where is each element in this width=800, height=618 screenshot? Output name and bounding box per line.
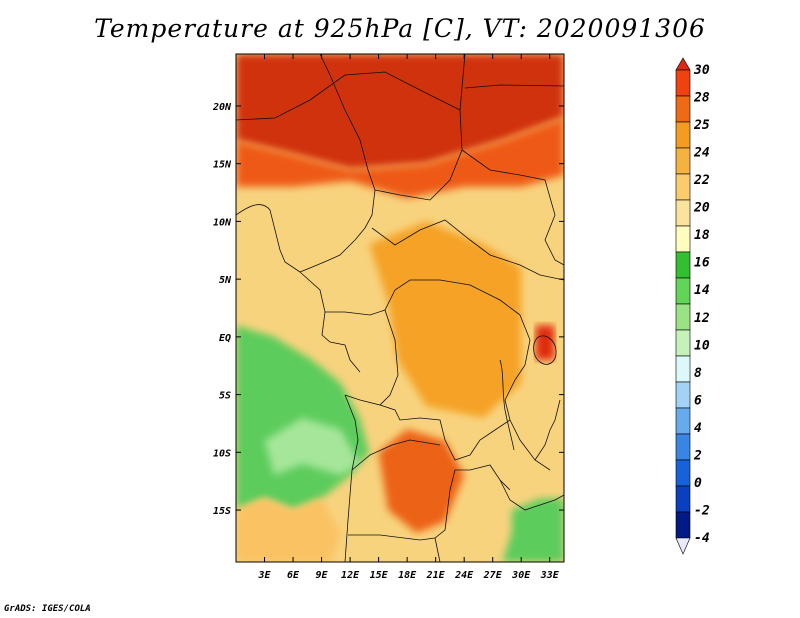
colorbar-label: 4 — [694, 421, 702, 436]
colorbar-label: 24 — [693, 146, 710, 161]
colorbar-label: 10 — [694, 338, 710, 353]
colorbar-label: 28 — [693, 91, 710, 106]
colorbar-cell — [675, 355, 691, 383]
border-line — [321, 311, 361, 373]
fill-region-southern-hot — [378, 429, 465, 534]
fill-region-far-north-hot — [236, 54, 564, 170]
lon-tick-label: 27E — [483, 570, 503, 581]
lat-tick-label: 15S — [213, 506, 231, 517]
lon-tick-label: 30E — [511, 570, 531, 581]
colorbar-label: 18 — [694, 228, 710, 243]
grads-credit: GrADS: IGES/COLA — [4, 604, 91, 614]
border-line — [236, 54, 376, 273]
lat-tick-label: 15N — [213, 160, 232, 171]
colorbar-label: 20 — [693, 201, 710, 216]
fill-region-coast-lightgreen — [264, 417, 360, 476]
border-line — [499, 479, 564, 511]
colorbar-cell — [675, 459, 691, 487]
colorbar-cell — [675, 69, 691, 97]
colorbar-label: 25 — [693, 118, 710, 133]
border-line — [236, 54, 466, 121]
border-line — [351, 439, 441, 471]
colorbar-label: 30 — [693, 63, 710, 78]
lon-tick-label: 18E — [398, 570, 417, 581]
colorbar-label: 22 — [693, 173, 710, 188]
lon-tick-label: 3E — [257, 570, 271, 581]
lon-tick-label: 15E — [370, 570, 389, 581]
lon-tick-label: 21E — [426, 570, 446, 581]
fill-region-sahel-warm — [236, 117, 564, 199]
colorbar-cell — [675, 303, 691, 331]
colorbar-cell — [675, 121, 691, 149]
colorbar-cell — [675, 95, 691, 123]
colorbar-min-triangle — [675, 537, 691, 555]
colorbar-label: -4 — [694, 531, 710, 546]
colorbar-cell — [675, 433, 691, 461]
colorbar-cell — [675, 485, 691, 513]
lake-shore — [533, 335, 557, 365]
lon-tick-label: 24E — [454, 570, 474, 581]
lake-shore — [499, 359, 515, 451]
lat-tick-label: 20N — [212, 102, 232, 113]
colorbar-cell — [675, 199, 691, 227]
border-line — [371, 219, 564, 281]
border-line — [374, 109, 463, 201]
colorbar-cell — [675, 277, 691, 305]
fill-region-sw-atlantic — [236, 498, 341, 562]
colorbar-label: 12 — [694, 311, 710, 326]
colorbar-cell — [675, 511, 691, 539]
lon-tick-label: 12E — [341, 570, 360, 581]
border-line — [434, 537, 441, 562]
border-line — [461, 149, 564, 266]
colorbar-cell — [675, 329, 691, 357]
border-line — [299, 271, 521, 316]
lon-tick-label: 33E — [540, 570, 560, 581]
lat-tick-label: 5S — [219, 391, 231, 402]
colorbar-cell — [675, 225, 691, 253]
country-borders — [236, 54, 564, 562]
border-line — [504, 314, 551, 471]
lon-tick-label: 9E — [316, 570, 329, 581]
fill-region-se-green — [502, 498, 564, 562]
colorbar-label: 2 — [693, 448, 702, 463]
lat-tick-label: 5N — [219, 275, 232, 286]
map-frame — [235, 53, 565, 563]
colorbar-label: 8 — [694, 366, 702, 381]
colorbar-label: 6 — [694, 393, 702, 408]
border-line — [464, 84, 564, 89]
colorbar-cell — [675, 147, 691, 175]
map-panel: 3E 6E 9E 12E 15E 18E 21E 24E 27E 30E 33E 20N 15N 10N… — [212, 53, 565, 581]
border-line — [379, 404, 511, 461]
fill-region-central-orange — [369, 221, 522, 418]
colorbar-label: 14 — [694, 283, 710, 298]
colorbar-label: -2 — [694, 503, 710, 518]
lat-tick-label: EQ — [219, 333, 231, 344]
lon-tick-label: 6E — [287, 570, 300, 581]
map-title: Temperature at 925hPa [C], VT: 202009130… — [94, 14, 706, 43]
colorbar-label: 0 — [694, 476, 702, 491]
border-line — [344, 309, 399, 406]
colorbar-cell — [675, 173, 691, 201]
lat-tick-label: 10N — [213, 217, 232, 228]
colorbar-cell — [675, 251, 691, 279]
fill-region-lake-victoria-red — [535, 325, 555, 360]
colorbar-max-triangle — [675, 57, 691, 71]
lat-tick-label: 10S — [213, 448, 231, 459]
border-line — [348, 464, 511, 541]
temperature-fill — [236, 54, 564, 562]
colorbar-cell — [675, 381, 691, 409]
border-line — [534, 399, 561, 461]
latitude-axis: 20N 15N 10N 5N EQ 5S 10S 15S — [212, 102, 564, 517]
colorbar-label: 16 — [694, 256, 710, 271]
colorbar-cell — [675, 407, 691, 435]
longitude-axis: 3E 6E 9E 12E 15E 18E 21E 24E 27E 30E 33E — [257, 54, 560, 581]
